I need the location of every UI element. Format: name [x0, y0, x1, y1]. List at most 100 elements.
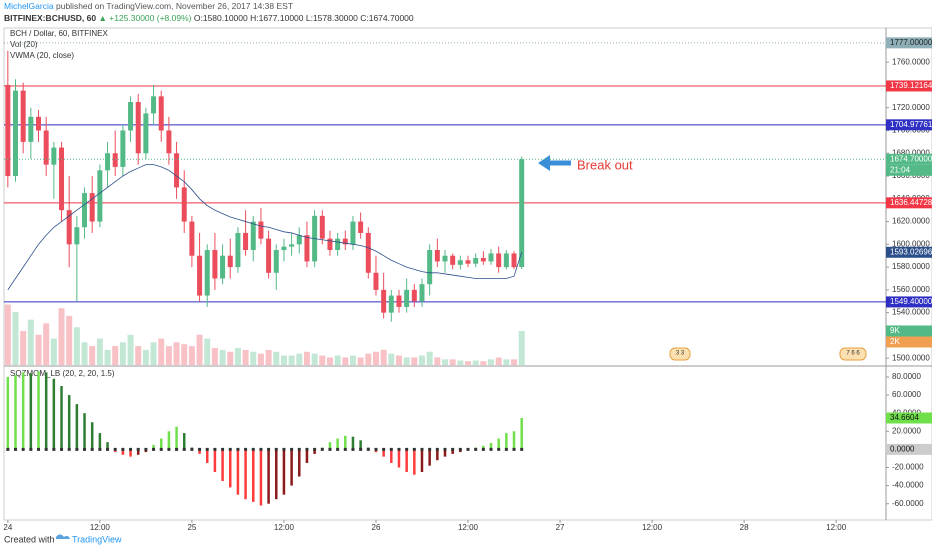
y-tick-label: -20.0000: [892, 463, 924, 472]
y-tick-label: 1540.0000: [892, 308, 930, 317]
squeeze-dot: [251, 447, 255, 451]
squeeze-dot: [98, 447, 102, 451]
volume-bar: [50, 338, 57, 365]
candle-body: [105, 153, 111, 171]
squeeze-dot: [29, 447, 33, 451]
logo: [56, 534, 70, 539]
squeeze-dot: [259, 447, 263, 451]
y-tick-label: 1720.0000: [892, 103, 930, 112]
candle-body: [174, 153, 180, 188]
volume-bar: [265, 349, 272, 365]
candle-body: [82, 193, 88, 228]
candle-body: [28, 116, 34, 142]
candle-body: [112, 153, 118, 167]
volume-bar: [349, 355, 356, 365]
level-label: 1549.40000: [890, 297, 932, 306]
squeeze-dot: [267, 447, 271, 451]
volume-bar: [4, 304, 11, 365]
squeeze-dot: [405, 447, 409, 451]
candle-body: [519, 159, 525, 267]
volume-bar: [204, 338, 211, 365]
candle-body: [181, 187, 187, 222]
candle-body: [289, 244, 295, 247]
volume-bar: [211, 347, 218, 365]
candle-body: [197, 255, 203, 296]
volume-bar: [188, 346, 195, 365]
volume-bar: [27, 319, 34, 365]
candle-body: [204, 250, 210, 296]
footer-text: Created with: [4, 534, 55, 544]
squeeze-dot: [159, 447, 163, 451]
y-tick-label: 1760.0000: [892, 57, 930, 66]
volume-bar: [43, 323, 50, 365]
last-price-label-box: [886, 153, 932, 165]
candle-body: [135, 102, 141, 154]
squeeze-dot: [244, 447, 248, 451]
event-icon[interactable]: [839, 347, 867, 361]
candle-body: [381, 289, 387, 313]
volume-bar: [250, 351, 257, 365]
squeeze-dot: [458, 447, 462, 451]
candle-body: [358, 221, 364, 233]
level-label-box: [886, 80, 932, 92]
candle-body: [373, 272, 379, 290]
x-tick-label: 12:00: [458, 523, 479, 532]
published: published on TradingView.com, November 2…: [56, 1, 293, 11]
volume-bar: [165, 346, 172, 365]
squeeze-dot: [343, 447, 347, 451]
volume-bar: [395, 355, 402, 365]
volume-label-box: [886, 325, 932, 337]
candle-body: [342, 238, 348, 245]
y-tick-label: -60.0000: [892, 499, 924, 508]
volume-bar: [388, 353, 395, 365]
volume-bar: [196, 334, 203, 365]
candle-body: [388, 295, 394, 313]
candle-body: [220, 255, 226, 279]
candle-body: [243, 232, 249, 251]
squeeze-dot: [106, 447, 110, 451]
volume-bar: [319, 355, 326, 365]
candle-body: [20, 90, 26, 142]
squeeze-dot: [504, 447, 508, 451]
squeeze-dot: [359, 447, 363, 451]
symbol: BITFINEX:BCHUSD, 60: [4, 13, 96, 23]
candle-body: [227, 255, 233, 268]
candle-body: [296, 235, 302, 245]
candle-body: [511, 253, 517, 268]
squeeze-dot: [305, 447, 309, 451]
x-tick-label: 12:00: [642, 523, 663, 532]
volume-bar: [403, 357, 410, 365]
candle-body: [327, 238, 333, 251]
momentum-label-box: [886, 412, 932, 424]
y-tick-label: 60.0000: [892, 390, 921, 399]
volume-bar: [234, 347, 241, 365]
squeeze-dot: [67, 447, 71, 451]
volume-bar: [372, 351, 379, 365]
squeeze-dot: [198, 447, 202, 451]
vwma-line: [7, 164, 523, 291]
candle-body: [158, 96, 164, 131]
x-tick-label: 26: [372, 523, 381, 532]
vwma-label-box: [886, 246, 932, 258]
y-tick-label: 80.0000: [892, 372, 921, 381]
x-tick-label: 28: [740, 523, 749, 532]
candle-body: [281, 246, 287, 251]
volume-bar: [181, 344, 188, 365]
volume-bar: [58, 308, 65, 365]
y-tick-label: 1580.0000: [892, 262, 930, 271]
squeeze-dot: [320, 447, 324, 451]
event-icon[interactable]: [669, 347, 691, 361]
squeeze-dot: [144, 447, 148, 451]
y-tick-label: 1560.0000: [892, 285, 930, 294]
volume-bar: [273, 351, 280, 365]
volume-bar: [326, 357, 333, 365]
y-tick-label: 20.0000: [892, 426, 921, 435]
header-line: MichelGarcia published on TradingView.co…: [4, 1, 293, 11]
volume-bar: [227, 351, 234, 365]
legend-item: VWMA (20, close): [10, 51, 74, 60]
arrow-head: [538, 155, 550, 171]
squeeze-dot: [435, 447, 439, 451]
footer-brand: TradingView: [72, 534, 122, 544]
candle-body: [304, 235, 310, 262]
